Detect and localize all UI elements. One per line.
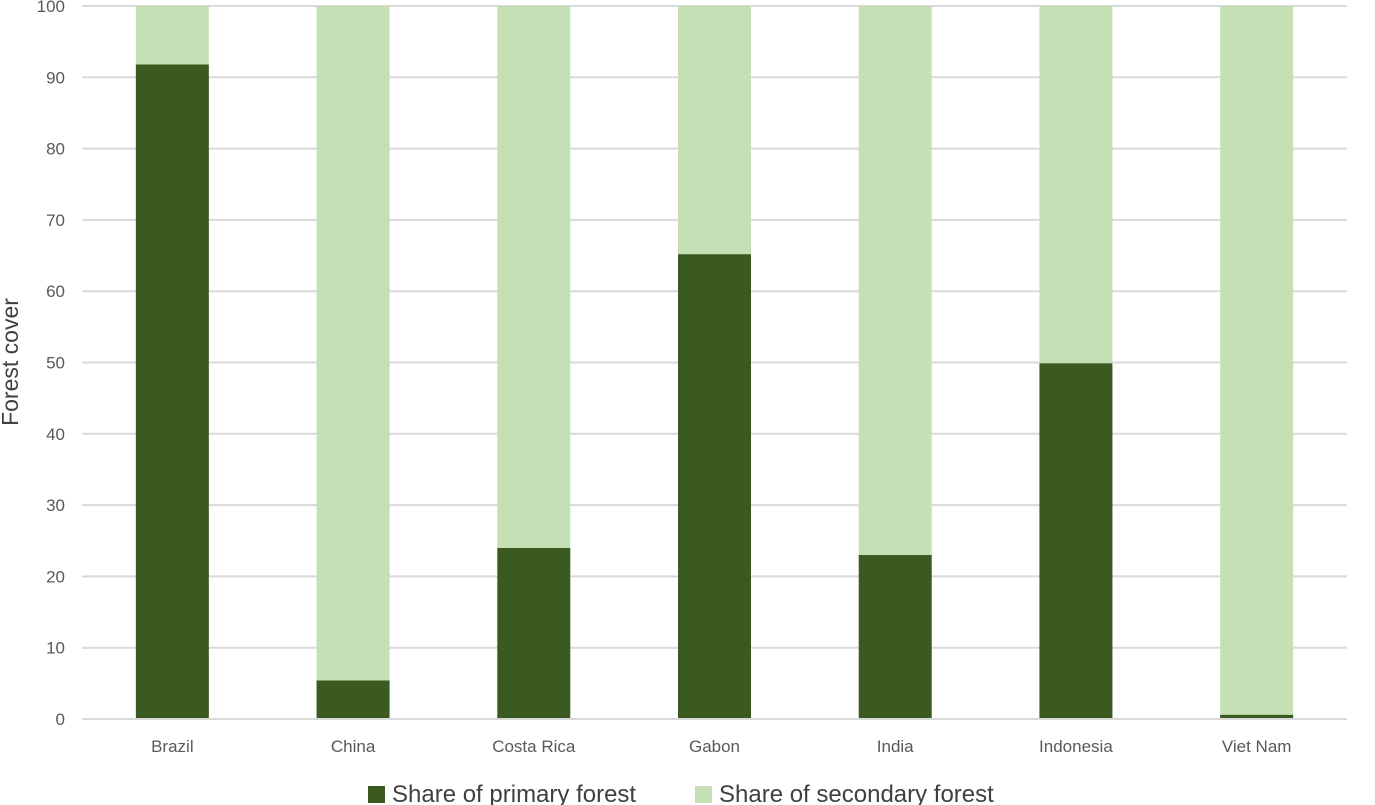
x-category-label: Gabon (689, 737, 740, 756)
bar-secondary-china (316, 6, 390, 681)
y-tick-label: 90 (46, 68, 65, 87)
legend-swatch (368, 786, 385, 803)
legend-label: Share of secondary forest (719, 781, 994, 805)
y-tick-label: 100 (37, 0, 65, 16)
bar-primary-india (858, 555, 932, 719)
bars (82, 6, 1347, 720)
bar-secondary-gabon (678, 6, 751, 255)
legend-label: Share of primary forest (392, 781, 636, 805)
y-tick-label: 10 (46, 639, 65, 658)
bar-secondary-indonesia (1039, 6, 1113, 364)
y-tick-label: 80 (46, 140, 65, 159)
legend: Share of primary forest Share of secondar… (368, 781, 994, 805)
bar-primary-viet-nam (1220, 714, 1294, 719)
x-category-label: Indonesia (1039, 737, 1113, 756)
x-category-label: Costa Rica (492, 737, 576, 756)
y-tick-label: 60 (46, 282, 65, 301)
bar-secondary-viet-nam (1220, 6, 1294, 715)
x-category-label: China (331, 737, 376, 756)
x-axis-category-labels: Brazil China Costa Rica Gabon India Indonesia… (151, 737, 1291, 756)
y-tick-label: 40 (46, 425, 65, 444)
y-axis-tick-labels: 0 10 20 30 40 50 60 70 80 90 100 (37, 0, 65, 729)
y-tick-label: 20 (46, 567, 65, 586)
bar-primary-gabon (678, 254, 751, 719)
y-tick-label: 30 (46, 496, 65, 515)
bar-primary-indonesia (1039, 363, 1113, 719)
x-category-label: Brazil (151, 737, 194, 756)
bar-secondary-brazil (135, 6, 209, 65)
bar-primary-costa-rica (497, 547, 571, 719)
legend-swatch (695, 786, 712, 803)
y-tick-label: 0 (56, 710, 65, 729)
bar-primary-china (316, 680, 390, 719)
bar-secondary-costa-rica (497, 6, 571, 548)
y-axis-title: Forest cover (0, 298, 23, 426)
bar-primary-brazil (135, 64, 209, 719)
y-tick-label: 50 (46, 354, 65, 373)
y-tick-label: 70 (46, 211, 65, 230)
x-category-label: Viet Nam (1222, 737, 1292, 756)
bar-secondary-india (858, 6, 932, 556)
x-category-label: India (877, 737, 914, 756)
